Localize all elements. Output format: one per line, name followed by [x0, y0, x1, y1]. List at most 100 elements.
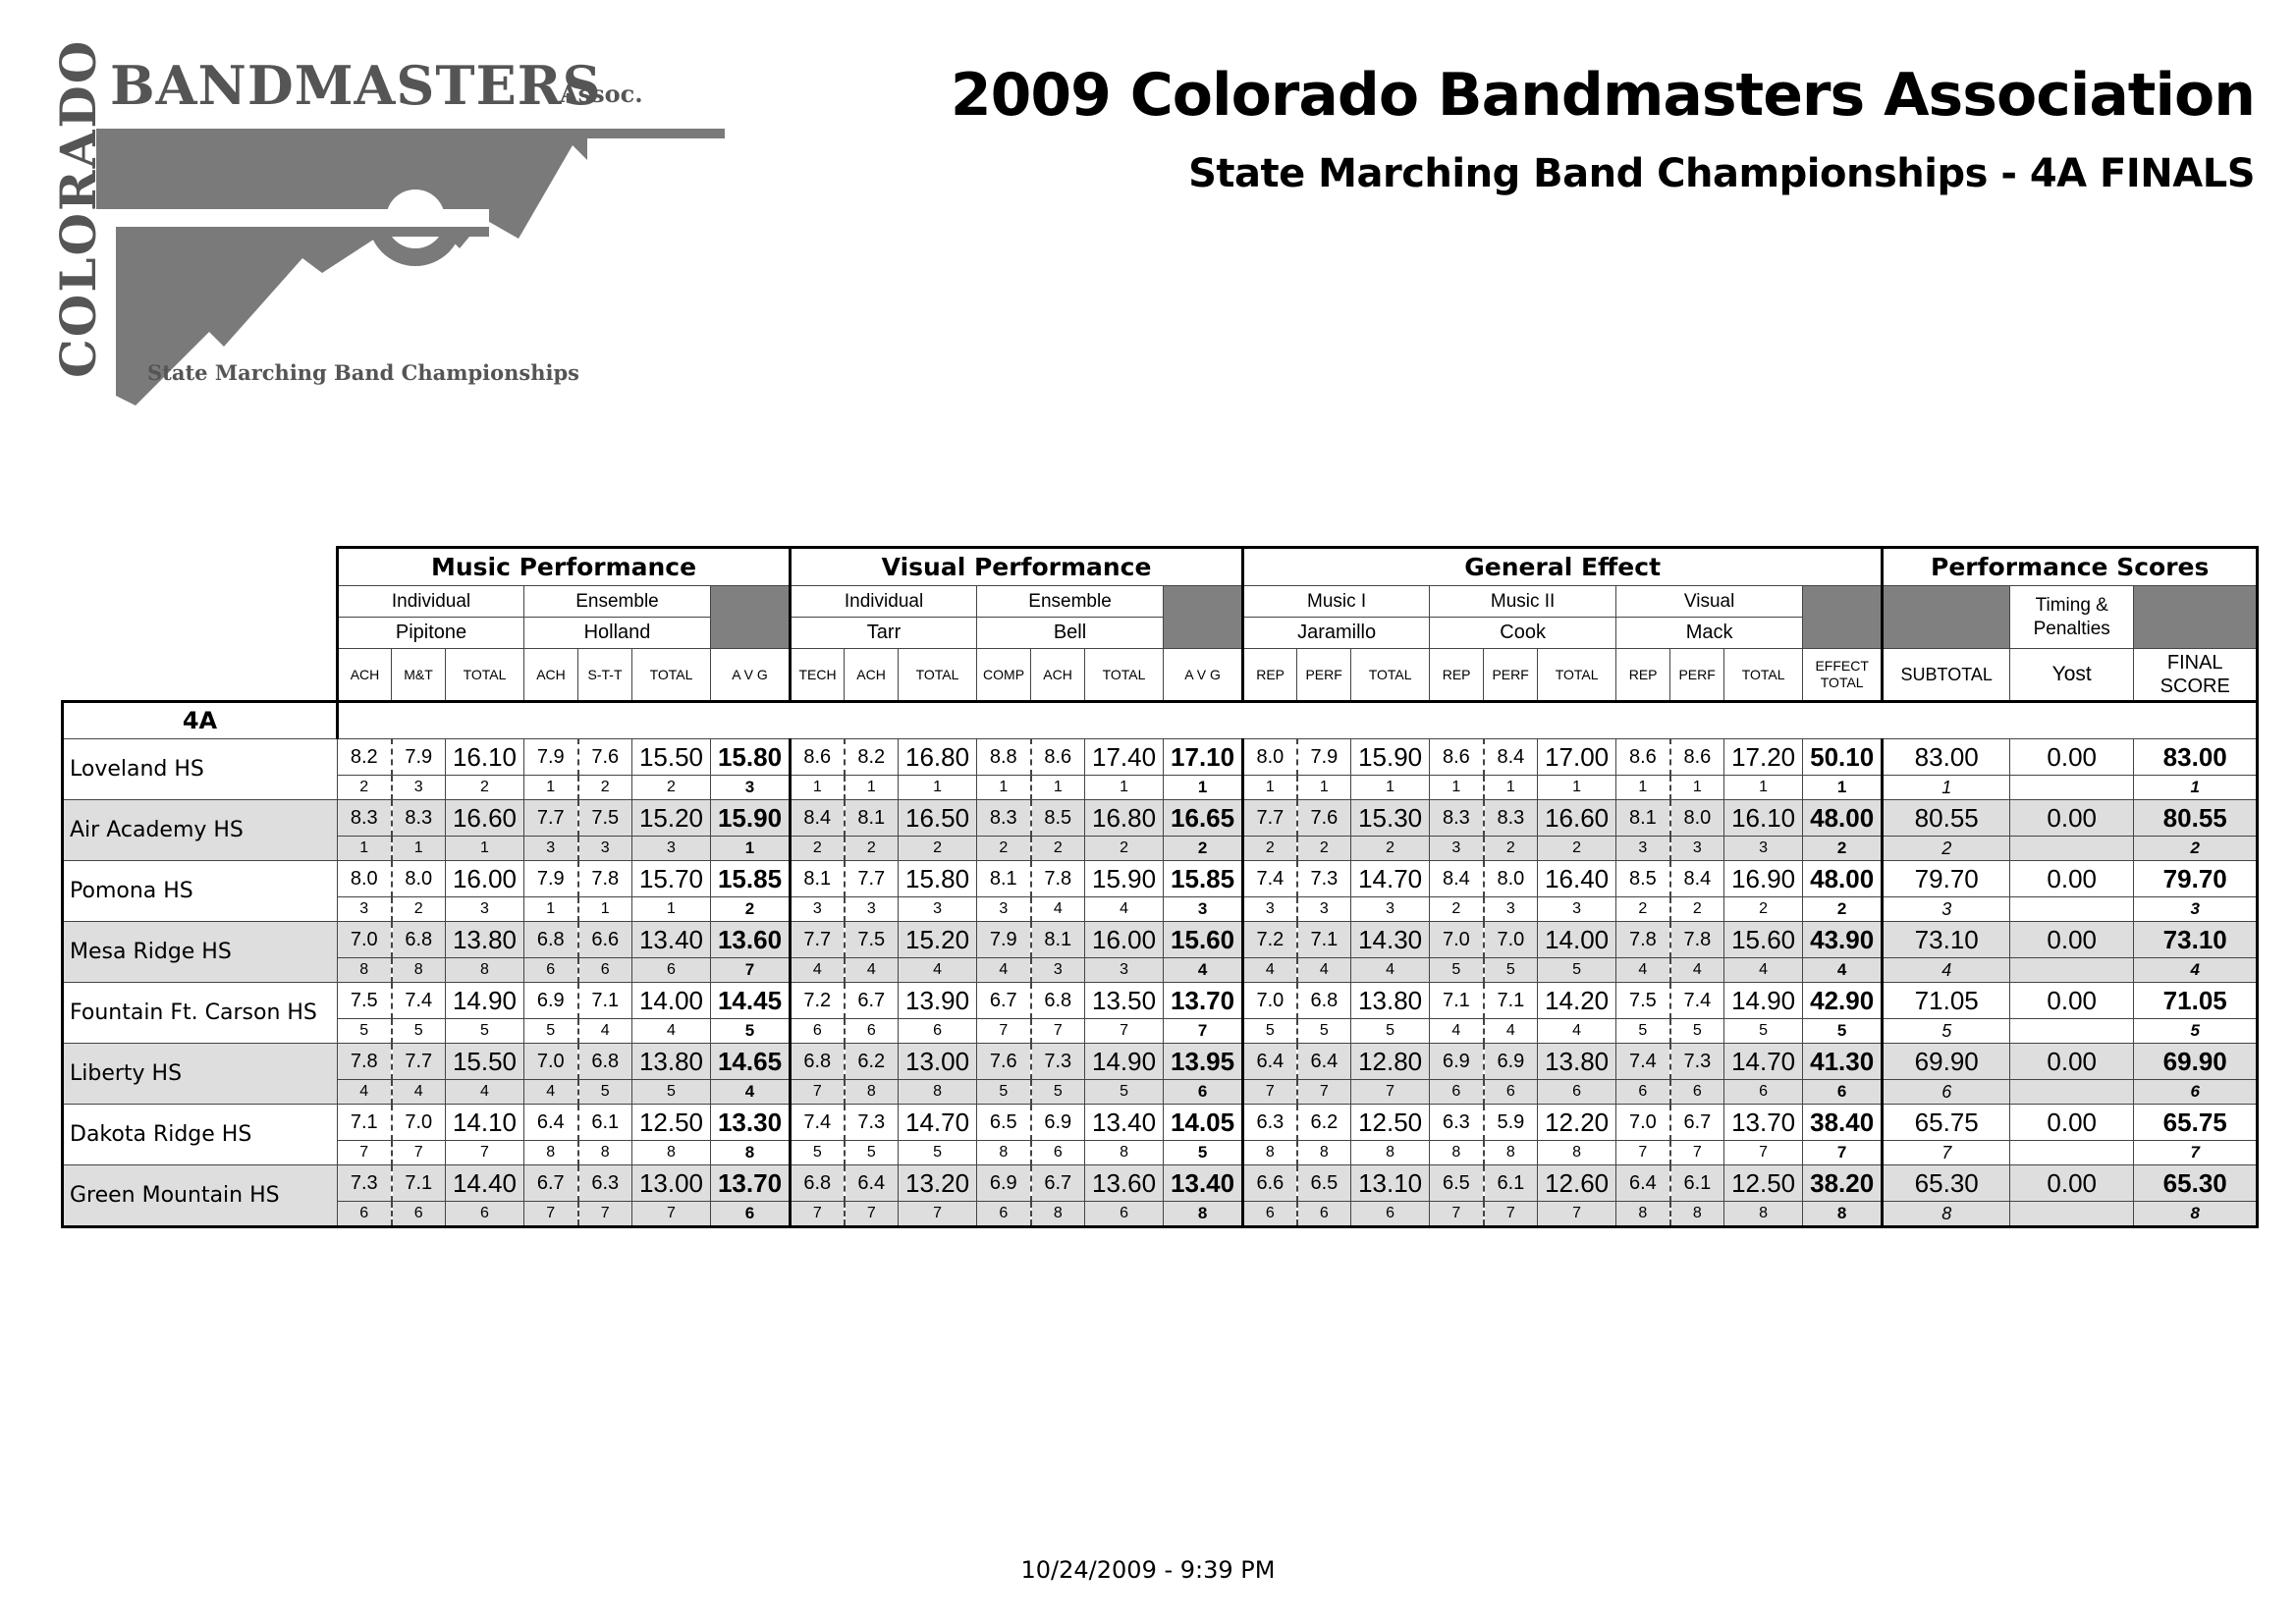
rank-cell: 6: [2133, 1079, 2260, 1105]
score-cell: 14.90: [445, 982, 524, 1019]
score-cell: 8.0: [1669, 799, 1725, 837]
judge-tarr: Tarr: [790, 617, 978, 649]
col-total: TOTAL: [1350, 648, 1431, 702]
rank-cell: 8: [577, 1140, 632, 1165]
rank-cell: 5: [1163, 1140, 1245, 1165]
rank-cell: 3: [577, 836, 632, 861]
rank-cell: 5: [1296, 1018, 1352, 1044]
rank-cell: 6: [1296, 1201, 1352, 1228]
score-cell: 7.0: [1615, 1104, 1671, 1141]
score-cell: 15.50: [631, 738, 711, 776]
rank-cell: 4: [1669, 957, 1725, 983]
group-music-performance: Music Performance: [335, 546, 793, 586]
rank-cell: 1: [709, 836, 793, 861]
caption-ge-music1: Music I: [1242, 585, 1431, 618]
header-row-columns: ACH M&T TOTAL ACH S-T-T TOTAL A V G TECH…: [63, 648, 2260, 702]
rank-cell: 1: [844, 775, 900, 800]
rank-cell: 7: [1084, 1018, 1165, 1044]
rank-cell: 1: [1483, 775, 1539, 800]
class-row: 4A: [61, 700, 2260, 739]
score-cell: 15.50: [445, 1043, 524, 1080]
rank-cell: 2: [1350, 836, 1431, 861]
rank-cell: 6: [1537, 1079, 1617, 1105]
score-cell: 7.8: [577, 860, 632, 897]
col-subtotal: SUBTOTAL: [1882, 648, 2011, 702]
rank-cell: 2: [844, 836, 900, 861]
score-cell: 80.55: [2133, 799, 2260, 837]
score-cell: 16.10: [445, 738, 524, 776]
rank-cell: 5: [1882, 1018, 2011, 1044]
col-perf: PERF: [1296, 648, 1352, 702]
rank-cell: 1: [391, 836, 446, 861]
rank-cell: 5: [1242, 1018, 1298, 1044]
score-cell: 13.40: [1163, 1164, 1245, 1202]
rank-cell: 1: [1723, 775, 1804, 800]
score-cell: 12.80: [1350, 1043, 1431, 1080]
rank-cell: 6: [523, 957, 579, 983]
score-cell: 15.80: [709, 738, 793, 776]
rank-cell: 2: [337, 775, 393, 800]
score-cell: 6.3: [577, 1164, 632, 1202]
col-rep: REP: [1429, 648, 1485, 702]
rank-cell: 7: [844, 1201, 900, 1228]
rank-cell: [2009, 896, 2135, 922]
rank-cell: 4: [391, 1079, 446, 1105]
score-cell: 14.40: [445, 1164, 524, 1202]
score-cell: 7.4: [391, 982, 446, 1019]
rank-cell: 7: [523, 1201, 579, 1228]
rank-cell: 3: [445, 896, 524, 922]
score-cell: 13.60: [709, 921, 793, 958]
score-cell: 12.60: [1537, 1164, 1617, 1202]
score-cell: 8.3: [976, 799, 1032, 837]
effect-label-2: TOTAL: [1820, 675, 1864, 690]
col-mt: M&T: [391, 648, 446, 702]
rank-cell: 1: [1084, 775, 1165, 800]
rank-cell: 2: [898, 836, 978, 861]
score-cell: 41.30: [1802, 1043, 1885, 1080]
score-cell: 8.6: [1030, 738, 1086, 776]
rank-cell: 3: [976, 896, 1032, 922]
score-cell: 12.50: [1723, 1164, 1804, 1202]
rank-cell: 6: [709, 1201, 793, 1228]
group-general-effect: General Effect: [1242, 546, 1885, 586]
rank-cell: 4: [1537, 1018, 1617, 1044]
rank-cell: 3: [790, 896, 846, 922]
score-cell: 17.20: [1723, 738, 1804, 776]
score-cell: 16.65: [1163, 799, 1245, 837]
judge-mack: Mack: [1615, 617, 1804, 649]
rank-cell: 2: [1483, 836, 1539, 861]
col-total: TOTAL: [898, 648, 978, 702]
rank-cell: 7: [1615, 1140, 1671, 1165]
rank-cell: 3: [1084, 957, 1165, 983]
rank-cell: 3: [2133, 896, 2260, 922]
score-cell: 69.90: [1882, 1043, 2011, 1080]
table-row: Green Mountain HS 7.3 7.1 14.40 6.7 6.3 13.00 1…: [61, 1164, 2260, 1228]
header-row-caption: Individual Ensemble Individual Ensemble …: [63, 585, 2260, 649]
rank-cell: 6: [1723, 1079, 1804, 1105]
score-cell: 48.00: [1802, 860, 1885, 897]
rank-cell: 7: [445, 1140, 524, 1165]
cba-logo: COLORADO BANDMASTERS Assoc. State Marchi…: [49, 39, 725, 407]
rank-cell: 1: [337, 836, 393, 861]
score-cell: 69.90: [2133, 1043, 2260, 1080]
rank-cell: 1: [1242, 775, 1298, 800]
page-title: 2009 Colorado Bandmasters Association: [950, 61, 2256, 130]
rank-cell: 2: [1084, 836, 1165, 861]
rank-cell: [2009, 957, 2135, 983]
score-cell: 8.1: [790, 860, 846, 897]
score-cell: 7.3: [337, 1164, 393, 1202]
score-cell: 8.6: [790, 738, 846, 776]
score-cell: 7.2: [790, 982, 846, 1019]
score-cell: 7.2: [1242, 921, 1298, 958]
rank-cell: 8: [631, 1140, 711, 1165]
rank-cell: 3: [337, 896, 393, 922]
rank-cell: 8: [709, 1140, 793, 1165]
score-cell: 6.9: [1030, 1104, 1086, 1141]
rank-cell: 4: [1163, 957, 1245, 983]
rank-cell: 5: [391, 1018, 446, 1044]
score-cell: 14.65: [709, 1043, 793, 1080]
caption-ge-music2: Music II: [1429, 585, 1617, 618]
rank-cell: 2: [1615, 896, 1671, 922]
rank-cell: 7: [976, 1018, 1032, 1044]
rank-cell: 7: [391, 1140, 446, 1165]
